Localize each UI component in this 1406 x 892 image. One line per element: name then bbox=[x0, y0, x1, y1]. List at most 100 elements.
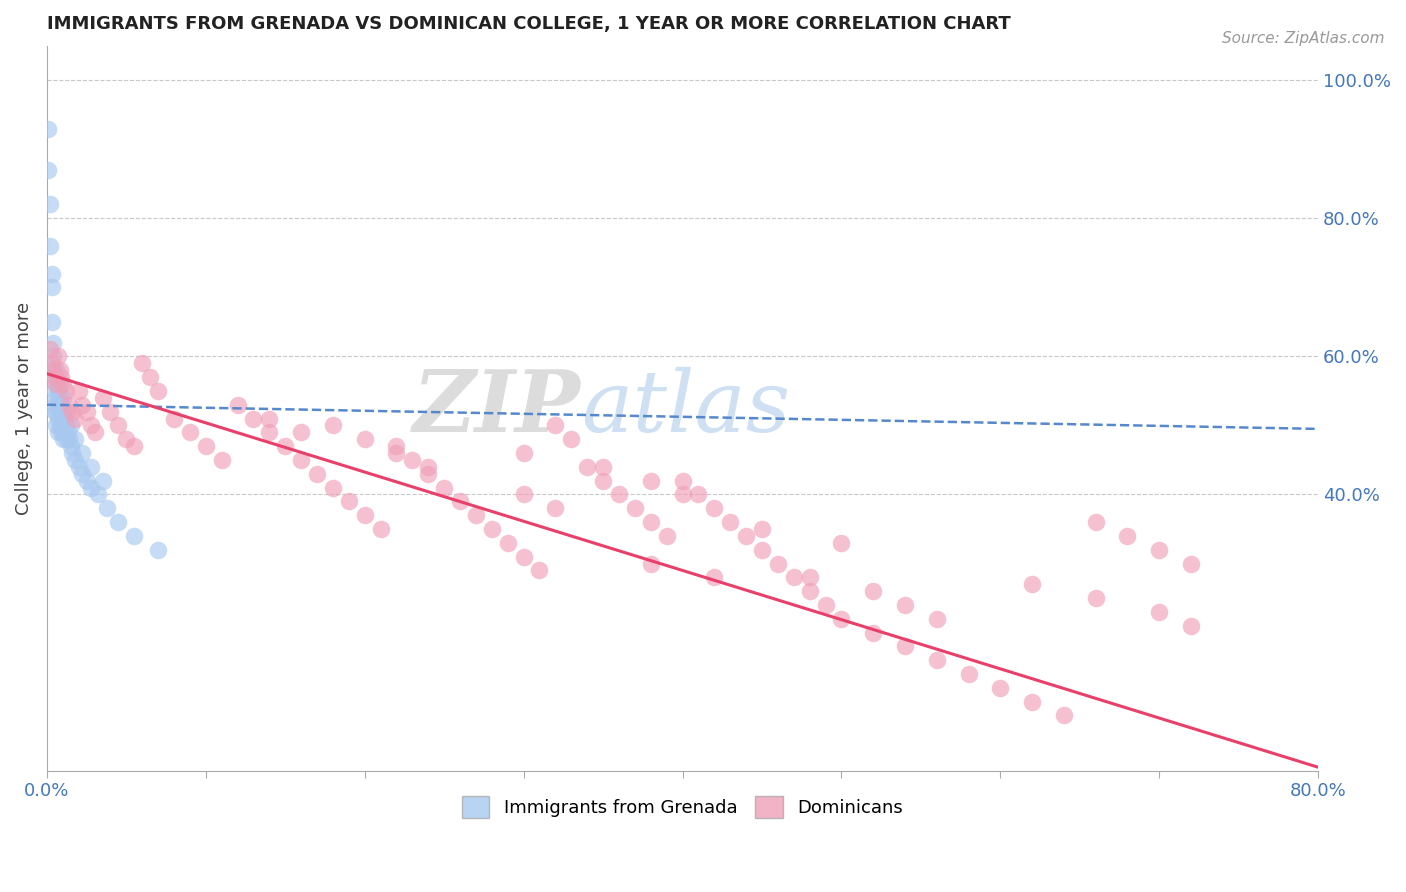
Point bbox=[1053, 708, 1076, 723]
Point bbox=[58, 432, 80, 446]
Point bbox=[370, 522, 392, 536]
Point bbox=[45, 404, 67, 418]
Point bbox=[45, 418, 67, 433]
Point bbox=[46, 411, 69, 425]
Point bbox=[655, 529, 678, 543]
Point bbox=[1180, 557, 1202, 571]
Point bbox=[703, 570, 725, 584]
Point bbox=[52, 391, 75, 405]
Point bbox=[433, 481, 456, 495]
Point bbox=[418, 467, 440, 481]
Point bbox=[87, 487, 110, 501]
Point bbox=[385, 446, 408, 460]
Point bbox=[45, 391, 67, 405]
Point bbox=[544, 418, 567, 433]
Point bbox=[799, 570, 821, 584]
Point bbox=[274, 439, 297, 453]
Point bbox=[322, 418, 344, 433]
Point bbox=[1116, 529, 1139, 543]
Point bbox=[60, 446, 83, 460]
Point bbox=[51, 370, 73, 384]
Point bbox=[91, 391, 114, 405]
Point bbox=[751, 522, 773, 536]
Point bbox=[576, 459, 599, 474]
Point bbox=[46, 350, 69, 364]
Point bbox=[46, 398, 69, 412]
Point bbox=[131, 356, 153, 370]
Point bbox=[51, 398, 73, 412]
Point bbox=[337, 494, 360, 508]
Point bbox=[146, 542, 169, 557]
Point bbox=[83, 425, 105, 440]
Point bbox=[259, 411, 281, 425]
Point bbox=[42, 363, 65, 377]
Point bbox=[80, 459, 103, 474]
Point bbox=[42, 363, 65, 377]
Point bbox=[107, 515, 129, 529]
Point bbox=[1021, 577, 1043, 591]
Point bbox=[862, 584, 884, 599]
Point bbox=[259, 425, 281, 440]
Point bbox=[703, 501, 725, 516]
Point bbox=[290, 453, 312, 467]
Point bbox=[124, 529, 146, 543]
Point bbox=[59, 418, 82, 433]
Point bbox=[44, 404, 66, 418]
Point bbox=[1021, 695, 1043, 709]
Point bbox=[48, 377, 70, 392]
Point bbox=[1084, 591, 1107, 605]
Point bbox=[512, 487, 534, 501]
Point bbox=[512, 549, 534, 564]
Point bbox=[80, 481, 103, 495]
Point bbox=[41, 280, 63, 294]
Text: atlas: atlas bbox=[581, 367, 790, 450]
Point bbox=[55, 384, 77, 398]
Point bbox=[76, 404, 98, 418]
Point bbox=[44, 384, 66, 398]
Point bbox=[353, 508, 375, 523]
Point bbox=[52, 377, 75, 392]
Point bbox=[42, 335, 65, 350]
Point bbox=[544, 501, 567, 516]
Point bbox=[70, 446, 93, 460]
Point bbox=[783, 570, 806, 584]
Point bbox=[1147, 542, 1170, 557]
Point bbox=[107, 418, 129, 433]
Point bbox=[305, 467, 328, 481]
Point bbox=[179, 425, 201, 440]
Point bbox=[671, 474, 693, 488]
Point bbox=[799, 584, 821, 599]
Point bbox=[226, 398, 249, 412]
Point bbox=[53, 425, 76, 440]
Point bbox=[65, 453, 87, 467]
Point bbox=[465, 508, 488, 523]
Point bbox=[592, 474, 614, 488]
Point bbox=[55, 404, 77, 418]
Point bbox=[80, 418, 103, 433]
Point bbox=[52, 404, 75, 418]
Point bbox=[1084, 515, 1107, 529]
Point bbox=[42, 350, 65, 364]
Point bbox=[65, 411, 87, 425]
Point bbox=[988, 681, 1011, 695]
Point bbox=[70, 467, 93, 481]
Point bbox=[76, 474, 98, 488]
Point bbox=[925, 653, 948, 667]
Point bbox=[139, 370, 162, 384]
Point bbox=[52, 418, 75, 433]
Point bbox=[385, 439, 408, 453]
Point bbox=[48, 363, 70, 377]
Point bbox=[560, 432, 582, 446]
Text: Source: ZipAtlas.com: Source: ZipAtlas.com bbox=[1222, 31, 1385, 46]
Point bbox=[45, 377, 67, 392]
Point bbox=[290, 425, 312, 440]
Point bbox=[592, 459, 614, 474]
Point bbox=[45, 377, 67, 392]
Point bbox=[65, 432, 87, 446]
Point bbox=[48, 391, 70, 405]
Point bbox=[718, 515, 741, 529]
Point bbox=[353, 432, 375, 446]
Text: ZIP: ZIP bbox=[413, 367, 581, 450]
Point bbox=[37, 121, 59, 136]
Point bbox=[830, 612, 852, 626]
